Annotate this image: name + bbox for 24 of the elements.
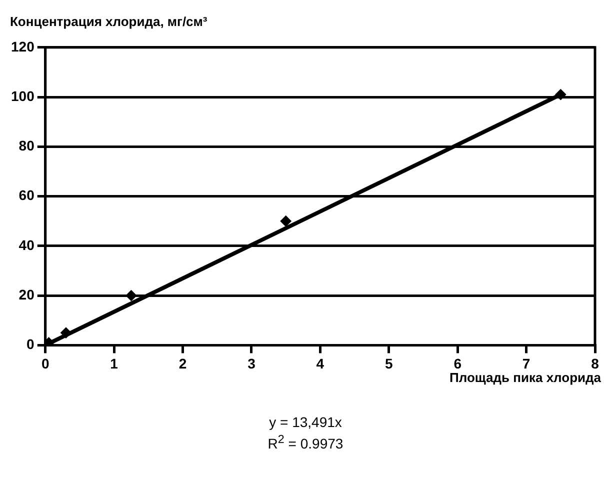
- point: [280, 216, 292, 227]
- y-tick-label: 80: [18, 138, 35, 154]
- y-axis-title: Концентрация хлорида, мг/см³: [9, 13, 208, 31]
- text: y = 13,491x: [268, 413, 343, 431]
- x-tick-label: 4: [316, 355, 324, 372]
- x-tick-label: 8: [591, 355, 600, 372]
- y-tick-label: 40: [18, 236, 35, 253]
- point: [126, 290, 137, 302]
- y-tick-label: 20: [18, 286, 35, 302]
- y-tick-label: 120: [11, 38, 35, 54]
- x-tick-label: 1: [110, 355, 118, 372]
- point: [60, 327, 72, 338]
- y-tick-label: 0: [26, 336, 35, 352]
- x-tick-label: 0: [41, 355, 50, 372]
- point: [555, 89, 566, 100]
- y-tick-label: 60: [18, 187, 35, 204]
- x-tick-label: 6: [454, 355, 462, 372]
- y-tick-label: 100: [11, 88, 35, 104]
- x-tick-label: 2: [178, 355, 187, 372]
- x-tick-label: 3: [248, 355, 256, 372]
- text: R$^{2}$ = 0.9973: [266, 432, 344, 453]
- x-tick-label: 5: [384, 355, 393, 372]
- x-tick-label: 7: [522, 355, 530, 372]
- x-axis-title: Площадь пика хлорида: [448, 370, 602, 385]
